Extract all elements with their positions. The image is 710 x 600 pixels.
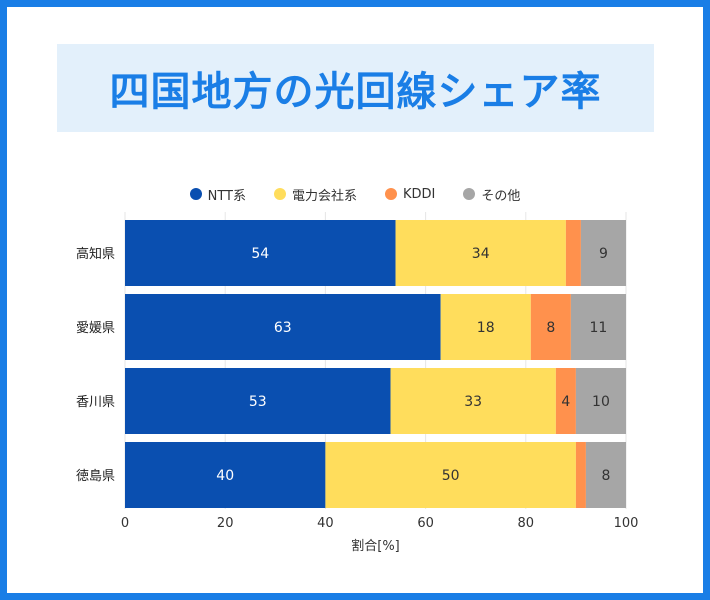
bar-segment-電力会社系 [325, 442, 576, 508]
bar-segment-NTT系 [125, 442, 326, 508]
data-label: 9 [599, 246, 608, 262]
bar-segment-電力会社系 [390, 368, 556, 434]
data-label: 33 [464, 394, 482, 410]
legend-item-1: 電力会社系 [273, 185, 357, 204]
legend: NTT系 電力会社系 KDDI その他 [0, 184, 710, 204]
bar-segment-NTT系 [125, 368, 391, 434]
data-label: 53 [249, 394, 267, 410]
legend-swatch [463, 188, 476, 200]
x-tick-label: 60 [417, 516, 434, 531]
legend-item-2: KDDI [385, 187, 435, 202]
data-label: 63 [274, 320, 292, 336]
x-axis-label: 割合[%] [351, 538, 400, 554]
bar-segment-その他 [585, 442, 626, 508]
legend-label: KDDI [403, 186, 436, 202]
data-label: 40 [216, 468, 234, 484]
bar-segment-KDDI [555, 368, 576, 434]
data-label: 8 [601, 468, 610, 484]
chart-title: 四国地方の光回線シェア率 [109, 69, 602, 115]
title-banner: 四国地方の光回線シェア率 [57, 44, 654, 132]
x-tick-label: 100 [614, 516, 639, 531]
bar-segment-電力会社系 [395, 220, 566, 286]
y-category-label: 高知県 [76, 246, 115, 262]
bar-segment-NTT系 [125, 294, 441, 360]
legend-swatch [385, 188, 397, 200]
x-tick-label: 80 [518, 516, 535, 531]
x-tick-label: 0 [121, 516, 129, 531]
bar-segment-その他 [580, 220, 626, 286]
legend-label: 電力会社系 [291, 188, 357, 204]
data-label: 4 [561, 394, 570, 410]
legend-label: その他 [481, 188, 521, 204]
bar-segment-NTT系 [125, 220, 396, 286]
data-label: 8 [546, 320, 555, 336]
data-label: 10 [592, 394, 610, 410]
data-label: 18 [477, 320, 495, 336]
bar-segment-KDDI [530, 294, 571, 360]
legend-label: NTT系 [207, 188, 246, 204]
legend-swatch [189, 188, 202, 200]
legend-item-0: NTT系 [189, 185, 246, 204]
y-category-label: 徳島県 [76, 469, 115, 484]
data-label: 54 [251, 246, 269, 262]
data-label: 11 [590, 320, 608, 336]
data-label: 34 [472, 246, 490, 262]
y-category-label: 愛媛県 [76, 321, 115, 336]
y-category-label: 香川県 [76, 395, 115, 410]
bar-segment-KDDI [575, 442, 586, 508]
x-tick-label: 20 [217, 516, 234, 531]
data-label: 50 [442, 468, 460, 484]
bar-segment-電力会社系 [440, 294, 531, 360]
bar-segment-KDDI [565, 220, 581, 286]
legend-item-3: その他 [463, 185, 520, 204]
x-tick-label: 40 [317, 516, 334, 531]
bar-segment-その他 [570, 294, 626, 360]
legend-swatch [273, 188, 286, 200]
bar-segment-その他 [575, 368, 626, 434]
